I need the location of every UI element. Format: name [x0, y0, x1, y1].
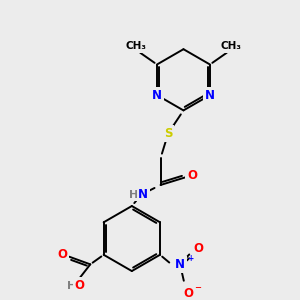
- Text: N: N: [175, 258, 185, 271]
- Text: O: O: [193, 242, 203, 255]
- Text: O: O: [75, 279, 85, 292]
- Text: O: O: [58, 248, 68, 261]
- Text: S: S: [164, 127, 172, 140]
- Text: H: H: [68, 281, 77, 291]
- Text: −: −: [194, 283, 201, 292]
- Text: H: H: [129, 190, 138, 200]
- Text: N: N: [152, 88, 162, 102]
- Text: CH₃: CH₃: [125, 41, 146, 51]
- Text: O: O: [184, 286, 194, 299]
- Text: +: +: [187, 254, 193, 262]
- Text: N: N: [138, 188, 148, 201]
- Text: CH₃: CH₃: [220, 41, 242, 51]
- Text: N: N: [205, 88, 215, 102]
- Text: O: O: [187, 169, 197, 182]
